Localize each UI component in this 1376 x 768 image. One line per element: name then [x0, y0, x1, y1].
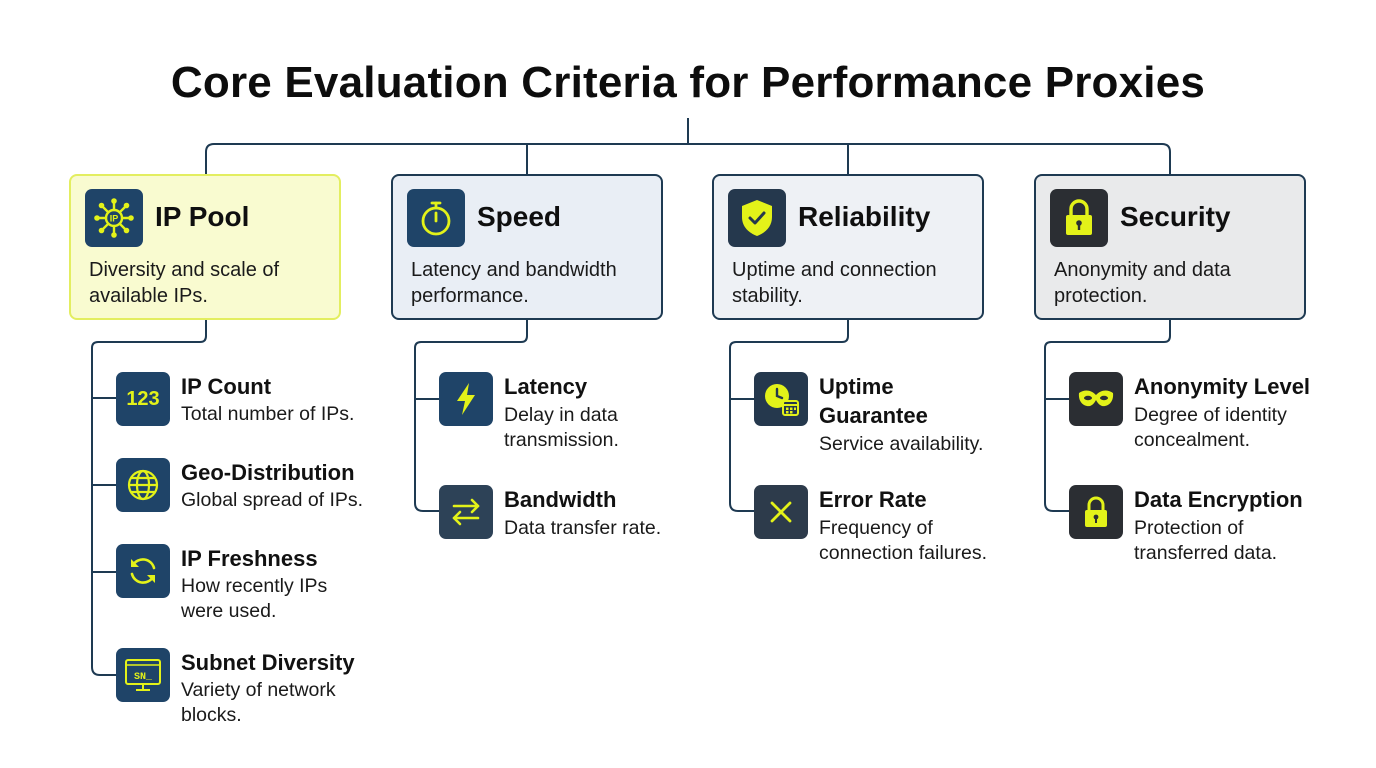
network-ip-icon: IP	[85, 189, 143, 247]
item-title: Subnet Diversity	[181, 650, 355, 675]
padlock-icon	[1069, 485, 1123, 539]
diagram-title: Core Evaluation Criteria for Performance…	[170, 58, 1206, 107]
card-ip-pool: IP IP Pool Diversity and scale of availa…	[69, 174, 341, 320]
item-title: IP Freshness	[181, 546, 318, 571]
card-description: Anonymity and data protection.	[1054, 259, 1231, 307]
clock-calendar-icon	[754, 372, 808, 426]
item-description: Service availability.	[819, 433, 984, 455]
card-speed: Speed Latency and bandwidth performance.	[391, 174, 663, 320]
item-title: Data Encryption	[1134, 487, 1303, 512]
subnet-terminal-icon: SN_	[116, 648, 170, 702]
svg-text:IP: IP	[110, 214, 119, 224]
item-description: Degree of identity concealment.	[1134, 404, 1287, 451]
item-description: Total number of IPs.	[181, 403, 355, 425]
number-123-icon: 123	[116, 372, 170, 426]
card-description: Uptime and connection stability.	[732, 259, 937, 307]
item-title: Latency	[504, 374, 588, 399]
item-title: IP Count	[181, 374, 272, 399]
item-title: Error Rate	[819, 487, 927, 512]
item-description: Protection of transferred data.	[1134, 517, 1278, 564]
refresh-icon	[116, 544, 170, 598]
item-title: Geo-Distribution	[181, 460, 355, 485]
icon-text: 123	[126, 387, 160, 410]
padlock-icon	[1050, 189, 1108, 247]
item-description: Delay in data transmission.	[504, 404, 619, 451]
lightning-icon	[439, 372, 493, 426]
item-title: Bandwidth	[504, 487, 617, 512]
card-security: Security Anonymity and data protection.	[1034, 174, 1306, 320]
card-title: Reliability	[798, 201, 931, 232]
item-description: Variety of network blocks.	[181, 679, 336, 726]
item-title: Uptime Guarantee	[819, 374, 928, 428]
item-description: Global spread of IPs.	[181, 489, 364, 511]
item-title: Anonymity Level	[1134, 374, 1311, 399]
card-title: IP Pool	[155, 201, 250, 232]
item-description: Frequency of connection failures.	[819, 517, 988, 564]
stopwatch-icon	[407, 189, 465, 247]
x-mark-icon	[754, 485, 808, 539]
icon-text: SN_	[134, 672, 153, 683]
card-description: Diversity and scale of available IPs.	[89, 259, 280, 307]
item-description: Data transfer rate.	[504, 517, 662, 539]
mask-icon	[1069, 372, 1123, 426]
card-reliability: Reliability Uptime and connection stabil…	[712, 174, 984, 320]
transfer-arrows-icon	[439, 485, 493, 539]
item-description: How recently IPs were used.	[181, 575, 328, 622]
card-description: Latency and bandwidth performance.	[411, 259, 617, 307]
globe-icon	[116, 458, 170, 512]
shield-check-icon	[728, 189, 786, 247]
card-title: Security	[1120, 201, 1231, 232]
card-title: Speed	[477, 201, 562, 232]
